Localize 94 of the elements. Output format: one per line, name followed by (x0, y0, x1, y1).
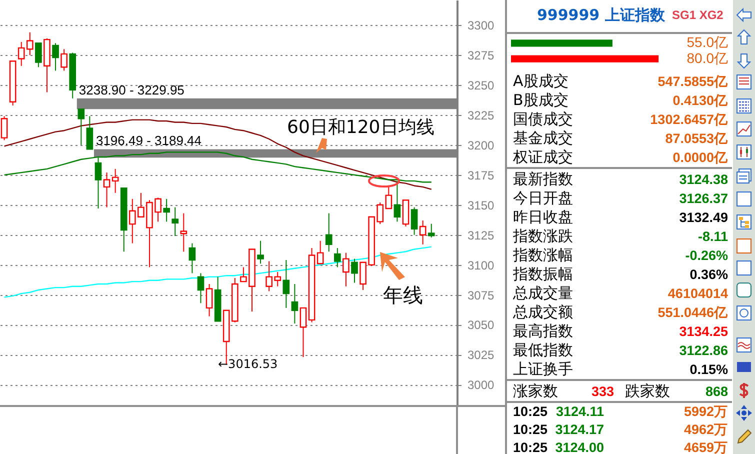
text: 4962万 (684, 421, 728, 439)
band-label: 3196.49 - 3189.44 (96, 133, 202, 148)
text: 最新指数 (513, 170, 573, 189)
text: 868 (705, 383, 728, 401)
text: 指数振幅 (513, 265, 573, 284)
y-tick-label: 3225 (468, 108, 495, 123)
candlestick (78, 108, 85, 146)
candlestick (257, 240, 264, 264)
y-tick-label: 3200 (468, 138, 495, 152)
annotation: 年线 (383, 283, 423, 307)
text: 10:25 (513, 421, 548, 439)
text: -0.26% (685, 247, 728, 265)
text: 3124.38 (679, 171, 728, 189)
candlestick (86, 116, 94, 150)
candlestick (197, 272, 204, 304)
y-tick-label: 3275 (468, 48, 495, 63)
candlestick (282, 260, 290, 308)
y-tick-label: 3050 (468, 318, 495, 332)
candlestick (351, 258, 358, 284)
candlestick (206, 283, 213, 317)
text: 3126.37 (679, 190, 728, 208)
y-tick-label: 3100 (468, 258, 495, 272)
text: 10:25 (513, 403, 548, 421)
y-tick-label: 3250 (468, 78, 495, 93)
text: 3132.49 (679, 209, 728, 227)
text: 0.4130亿 (672, 92, 728, 110)
text: 总成交额 (513, 303, 573, 322)
y-tick-label: 3125 (468, 228, 495, 242)
text: 333 (591, 383, 614, 401)
candlestick (325, 212, 332, 252)
candlestick (402, 200, 410, 227)
y-tick-label: 3175 (468, 168, 495, 182)
text: A股成交 (513, 72, 568, 91)
text: 3134.25 (679, 323, 728, 341)
data-label: 55.0亿 (686, 34, 728, 50)
chart-title: 999999 上证指数 (537, 6, 665, 25)
candlestick (300, 307, 307, 358)
data-label: 80.0亿 (686, 50, 728, 66)
y-tick-label: 3025 (468, 348, 495, 362)
y-tick-label: 3300 (468, 18, 495, 33)
candlestick (103, 172, 110, 208)
text: 87.0553亿 (665, 130, 728, 148)
text: 3124.00 (555, 439, 604, 454)
text: 5992万 (684, 403, 728, 421)
candlestick (188, 242, 196, 274)
candlestick (291, 283, 298, 324)
text: 3122.86 (679, 342, 728, 360)
text: 0.36% (690, 266, 728, 284)
text: 0.0000亿 (672, 149, 728, 167)
text: 涨家数 (513, 382, 558, 401)
text: 最低指数 (513, 341, 573, 360)
candlestick (52, 42, 59, 72)
text: 上证换手 (513, 360, 573, 379)
text: 547.5855亿 (658, 73, 728, 91)
candlestick (419, 220, 426, 245)
line-series (4, 119, 432, 190)
candlestick (35, 42, 42, 68)
annotation: ←3016.53 (218, 357, 278, 371)
candlestick (163, 198, 170, 222)
text: 1302.6457亿 (650, 111, 728, 129)
annotation: 60日和120日均线 (287, 117, 434, 138)
candlestick (428, 223, 435, 238)
text: 3124.11 (556, 403, 604, 421)
text: 昨日收盘 (513, 208, 573, 227)
text: 最高指数 (513, 322, 573, 341)
text: B股成交 (513, 91, 568, 110)
y-tick-label: 3000 (468, 378, 495, 392)
text: 权证成交 (513, 148, 573, 167)
text: 46104014 (668, 285, 728, 303)
y-tick-label: 3075 (468, 288, 495, 302)
text: 3124.17 (555, 421, 604, 439)
candlestick (180, 212, 188, 252)
candlestick (112, 168, 119, 194)
text: 指数涨跌 (513, 227, 573, 246)
text: 指数涨幅 (513, 246, 573, 265)
text: 总成交量 (513, 284, 573, 303)
candlestick (342, 252, 350, 287)
text: 10:25 (513, 439, 548, 454)
text: 跌家数 (625, 382, 670, 401)
candlestick (334, 248, 341, 268)
candlestick (410, 206, 418, 236)
candlestick (172, 206, 179, 237)
text: SG1 XG2 (672, 8, 724, 22)
band-label: 3238.90 - 3229.95 (78, 82, 184, 98)
text: 551.0446亿 (658, 304, 728, 322)
text: 基金成交 (513, 129, 573, 148)
text: 国债成交 (513, 110, 573, 129)
text: 4659万 (684, 439, 728, 454)
y-tick-label: 3150 (468, 198, 495, 212)
text: 今日开盘 (513, 189, 573, 208)
candlestick (316, 240, 324, 264)
text: -8.11 (698, 228, 728, 246)
text: 0.15% (690, 361, 728, 379)
candlestick (60, 48, 68, 72)
